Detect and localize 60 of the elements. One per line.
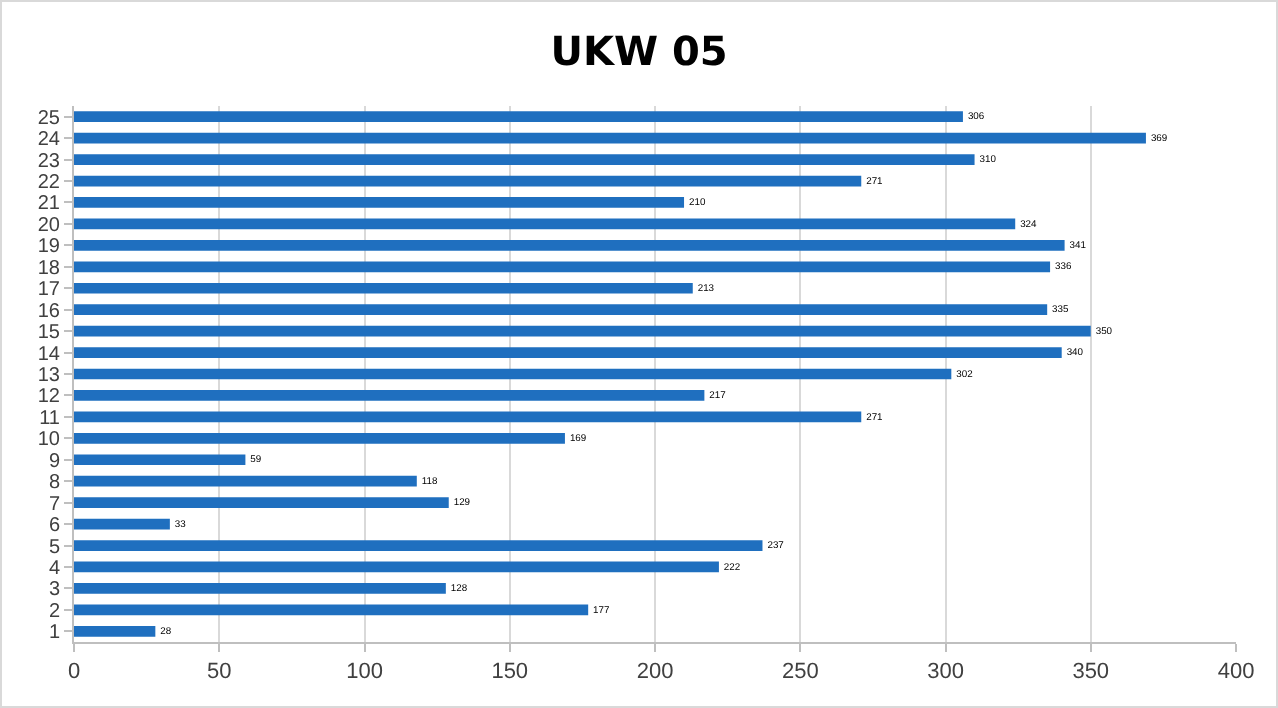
y-tick-label: 24 [37,129,61,152]
x-tick-label: 200 [636,660,674,685]
y-tick-label: 4 [48,557,61,580]
x-tick-label: 150 [491,660,529,685]
y-tick-label: 11 [39,407,61,430]
x-tick-label: 400 [1217,660,1255,685]
bar [74,625,156,637]
y-tick-label: 21 [37,193,61,216]
y-tick-label: 3 [48,579,61,602]
x-tick-label: 50 [207,660,232,685]
bar [74,561,719,573]
y-tick-label: 22 [37,172,61,195]
bar [74,282,693,294]
x-tick-label: 100 [346,660,383,685]
bar [74,197,685,208]
x-tick-label: 250 [781,660,819,685]
y-tick-label: 14 [37,343,61,366]
y-tick-label: 19 [37,236,61,259]
y-tick-label: 12 [37,386,61,409]
y-tick-label: 9 [48,450,61,473]
bar [74,604,589,616]
y-tick-label: 15 [37,322,61,345]
bar [74,497,449,508]
y-tick-label: 17 [37,279,61,302]
bar [74,154,975,165]
y-tick-label: 20 [37,214,61,237]
bar [74,432,565,444]
bar [74,475,417,487]
bar [74,261,1051,273]
y-tick-label: 6 [48,515,61,538]
bar [74,304,1048,316]
bar [74,518,170,530]
chart-title: UKW 05 [550,27,728,76]
y-tick-label: 13 [37,365,61,387]
bar [74,325,1091,337]
bar [74,454,246,466]
y-tick-label: 10 [37,429,61,452]
y-tick-label: 7 [48,493,61,516]
bar [74,218,1016,230]
y-tick-label: 8 [48,472,61,495]
y-tick-label: 23 [37,150,61,173]
bar [74,540,763,551]
y-tick-label: 2 [48,600,61,623]
y-tick-label: 16 [37,300,61,323]
x-tick-label: 300 [927,660,964,685]
bar [74,390,705,401]
bar [74,347,1062,358]
y-tick-label: 25 [37,107,61,130]
y-tick-label: 5 [48,536,61,559]
x-tick-label: 0 [67,660,81,685]
bar [74,111,963,123]
bar [74,368,952,380]
bar [74,175,862,187]
bar [74,583,446,594]
y-tick-label: 18 [37,257,61,280]
x-tick-label: 350 [1072,660,1110,685]
bar [74,132,1146,144]
bar [74,240,1065,251]
bar [74,411,862,423]
y-tick-label: 1 [48,622,61,645]
